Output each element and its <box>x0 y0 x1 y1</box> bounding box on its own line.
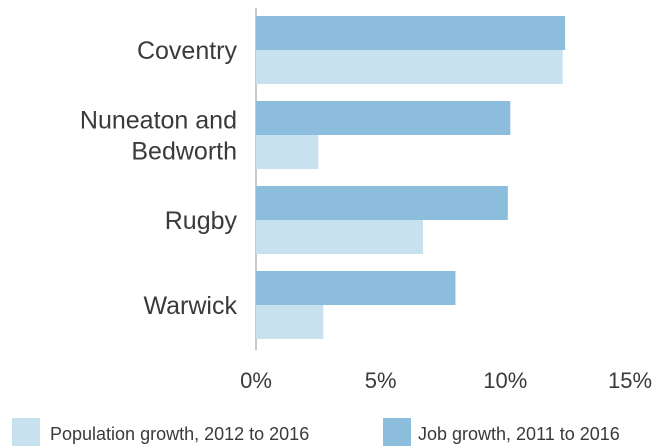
bars-group <box>256 16 566 339</box>
category-label: Coventry <box>137 37 238 65</box>
x-tick-label: 5% <box>365 368 397 393</box>
x-tick-label: 0% <box>240 368 272 393</box>
legend: Population growth, 2012 to 2016 Job growt… <box>12 418 620 446</box>
bar-1-1 <box>256 135 319 169</box>
x-tick-label: 15% <box>608 368 652 393</box>
x-tick-labels: 0% 5% 10% 15% <box>240 368 652 393</box>
category-label: Nuneaton and <box>80 107 237 135</box>
legend-label: Job growth, 2011 to 2016 <box>418 424 620 444</box>
legend-label: Population growth, 2012 to 2016 <box>50 424 309 444</box>
bar-0-1 <box>256 101 511 135</box>
category-label: Rugby <box>165 207 238 235</box>
bar-1-3 <box>256 305 324 339</box>
category-label: Bedworth <box>131 138 237 166</box>
bar-0-2 <box>256 186 508 220</box>
category-label: Warwick <box>143 292 237 320</box>
legend-swatch <box>383 418 411 446</box>
category-labels: Coventry Nuneaton and Bedworth Rugby Warwick <box>80 37 238 320</box>
x-tick-label: 10% <box>483 368 527 393</box>
bar-1-2 <box>256 220 424 254</box>
legend-swatch <box>12 418 40 446</box>
bar-0-0 <box>256 16 566 50</box>
bar-0-3 <box>256 271 456 305</box>
bar-1-0 <box>256 50 563 84</box>
